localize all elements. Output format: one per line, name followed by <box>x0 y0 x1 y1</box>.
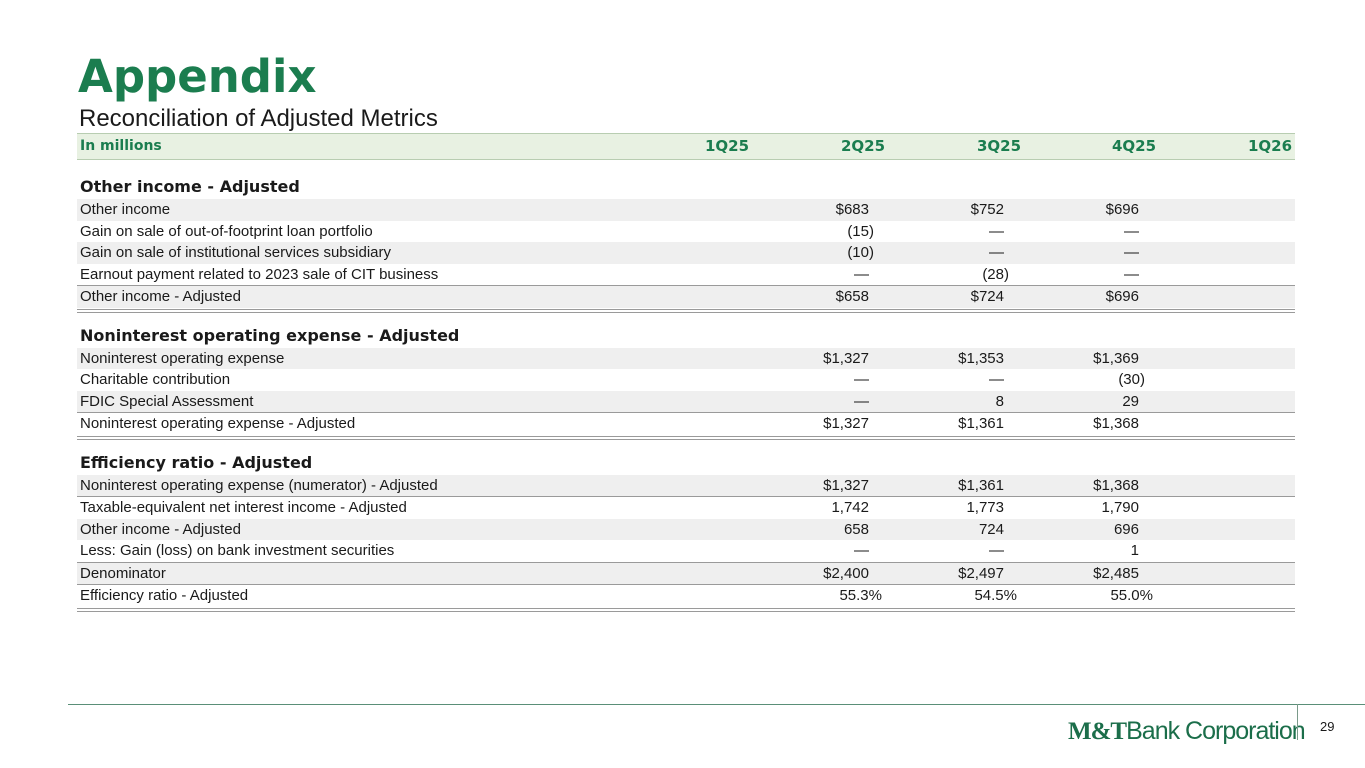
cell-3q25: 8 <box>995 392 1004 410</box>
cell-3q25: (28) <box>982 265 1009 283</box>
row-label: Less: Gain (loss) on bank investment sec… <box>80 542 395 559</box>
cell-3q25: $724 <box>970 288 1004 305</box>
reconciliation-table: In millions 1Q25 2Q25 3Q25 4Q25 1Q26 Oth… <box>77 133 1295 611</box>
table-header: In millions 1Q25 2Q25 3Q25 4Q25 1Q26 <box>77 133 1295 160</box>
cell-3q25: — <box>989 222 1004 240</box>
page-title: Appendix <box>78 50 317 103</box>
column-header: 1Q26 <box>1247 137 1292 155</box>
logo-text: Bank Corporation <box>1126 717 1306 745</box>
row-label: Taxable-equivalent net interest income -… <box>80 499 407 516</box>
cell-2q25: 55.3% <box>839 587 882 604</box>
cell-4q25: $1,368 <box>1093 415 1139 432</box>
row-label: Earnout payment related to 2023 sale of … <box>80 265 439 283</box>
cell-4q25: — <box>1124 222 1139 240</box>
cell-2q25: — <box>854 265 869 283</box>
cell-4q25: 1 <box>1130 542 1139 559</box>
row-label: Noninterest operating expense <box>80 349 285 367</box>
cell-4q25: (30) <box>1118 371 1145 388</box>
row-label: Other income <box>80 201 171 218</box>
cell-3q25: — <box>989 371 1004 388</box>
cell-2q25: 658 <box>843 520 869 538</box>
unit-label: In millions <box>80 138 162 154</box>
cell-3q25: 724 <box>978 520 1004 538</box>
table-row: Earnout payment related to 2023 sale of … <box>77 264 1295 286</box>
cell-4q25: $2,485 <box>1093 564 1139 582</box>
cell-2q25: $1,327 <box>823 349 869 367</box>
cell-4q25: 55.0% <box>1110 587 1153 604</box>
row-label: Efficiency ratio - Adjusted <box>80 587 249 604</box>
cell-3q25: $1,361 <box>958 476 1004 494</box>
row-label: FDIC Special Assessment <box>80 392 254 410</box>
section-title: Efficiency ratio - Adjusted <box>80 452 313 472</box>
cell-4q25: — <box>1124 265 1139 283</box>
cell-3q25: 54.5% <box>974 587 1017 604</box>
table-row: Noninterest operating expense $1,327 $1,… <box>77 347 1295 369</box>
cell-3q25: $1,361 <box>958 415 1004 432</box>
cell-2q25: $1,327 <box>823 415 869 432</box>
cell-3q25: $1,353 <box>958 349 1004 367</box>
table-row-total: Noninterest operating expense - Adjusted… <box>77 412 1295 439</box>
table-row: Less: Gain (loss) on bank investment sec… <box>77 540 1295 562</box>
cell-3q25: $2,497 <box>958 564 1004 582</box>
cell-3q25: — <box>989 542 1004 559</box>
cell-2q25: — <box>854 371 869 388</box>
section-other-income: Other income - Adjusted Other income $68… <box>77 175 1295 312</box>
column-header: 1Q25 <box>704 137 749 155</box>
table-row: Noninterest operating expense (numerator… <box>77 474 1295 496</box>
row-label: Denominator <box>80 564 166 582</box>
cell-2q25: (15) <box>847 222 874 240</box>
section-noninterest-expense: Noninterest operating expense - Adjusted… <box>77 324 1295 439</box>
section-efficiency-ratio: Efficiency ratio - Adjusted Noninterest … <box>77 451 1295 611</box>
cell-4q25: $1,368 <box>1093 476 1139 494</box>
logo-brand: M&T <box>1068 718 1127 745</box>
row-label: Other income - Adjusted <box>80 288 241 305</box>
table-row-total: Efficiency ratio - Adjusted 55.3% 54.5% … <box>77 584 1295 611</box>
logo-separator <box>1297 704 1298 740</box>
cell-2q25: $658 <box>835 288 869 305</box>
cell-2q25: $683 <box>835 201 869 218</box>
cell-2q25: $2,400 <box>823 564 869 582</box>
row-label: Noninterest operating expense (numerator… <box>80 476 438 494</box>
row-label: Noninterest operating expense - Adjusted <box>80 415 356 432</box>
cell-4q25: 1,790 <box>1101 499 1139 516</box>
company-logo: M&TBank Corporation <box>1068 716 1306 746</box>
row-label: Other income - Adjusted <box>80 520 241 538</box>
cell-2q25: — <box>854 542 869 559</box>
cell-4q25: 696 <box>1113 520 1139 538</box>
row-label: Gain on sale of out-of-footprint loan po… <box>80 222 373 240</box>
cell-3q25: — <box>989 244 1004 261</box>
table-row: Gain on sale of out-of-footprint loan po… <box>77 221 1295 243</box>
table-row: Gain on sale of institutional services s… <box>77 242 1295 264</box>
column-header: 4Q25 <box>1111 137 1156 155</box>
column-header: 3Q25 <box>976 137 1021 155</box>
table-row: FDIC Special Assessment — 8 29 <box>77 390 1295 412</box>
table-row: Other income - Adjusted 658 724 696 <box>77 518 1295 540</box>
cell-2q25: — <box>854 392 869 410</box>
cell-4q25: 29 <box>1122 392 1139 410</box>
column-header: 2Q25 <box>840 137 885 155</box>
page-number: 29 <box>1320 719 1335 734</box>
cell-3q25: $752 <box>970 201 1004 218</box>
table-row: Other income $683 $752 $696 <box>77 199 1295 221</box>
footer-divider <box>68 704 1365 705</box>
cell-2q25: $1,327 <box>823 476 869 494</box>
table-row-total: Other income - Adjusted $658 $724 $696 <box>77 285 1295 312</box>
cell-4q25: $696 <box>1105 201 1139 218</box>
table-row: Denominator $2,400 $2,497 $2,485 <box>77 561 1295 584</box>
cell-2q25: (10) <box>847 244 874 261</box>
cell-4q25: — <box>1124 244 1139 261</box>
row-label: Gain on sale of institutional services s… <box>80 244 391 261</box>
table-row: Taxable-equivalent net interest income -… <box>77 496 1295 519</box>
row-label: Charitable contribution <box>80 371 231 388</box>
section-title: Noninterest operating expense - Adjusted <box>80 325 460 345</box>
page-subtitle: Reconciliation of Adjusted Metrics <box>79 105 438 132</box>
cell-2q25: 1,742 <box>831 499 869 516</box>
cell-4q25: $696 <box>1105 288 1139 305</box>
cell-3q25: 1,773 <box>966 499 1004 516</box>
section-title: Other income - Adjusted <box>80 177 300 196</box>
table-row: Charitable contribution — — (30) <box>77 369 1295 391</box>
cell-4q25: $1,369 <box>1093 349 1139 367</box>
